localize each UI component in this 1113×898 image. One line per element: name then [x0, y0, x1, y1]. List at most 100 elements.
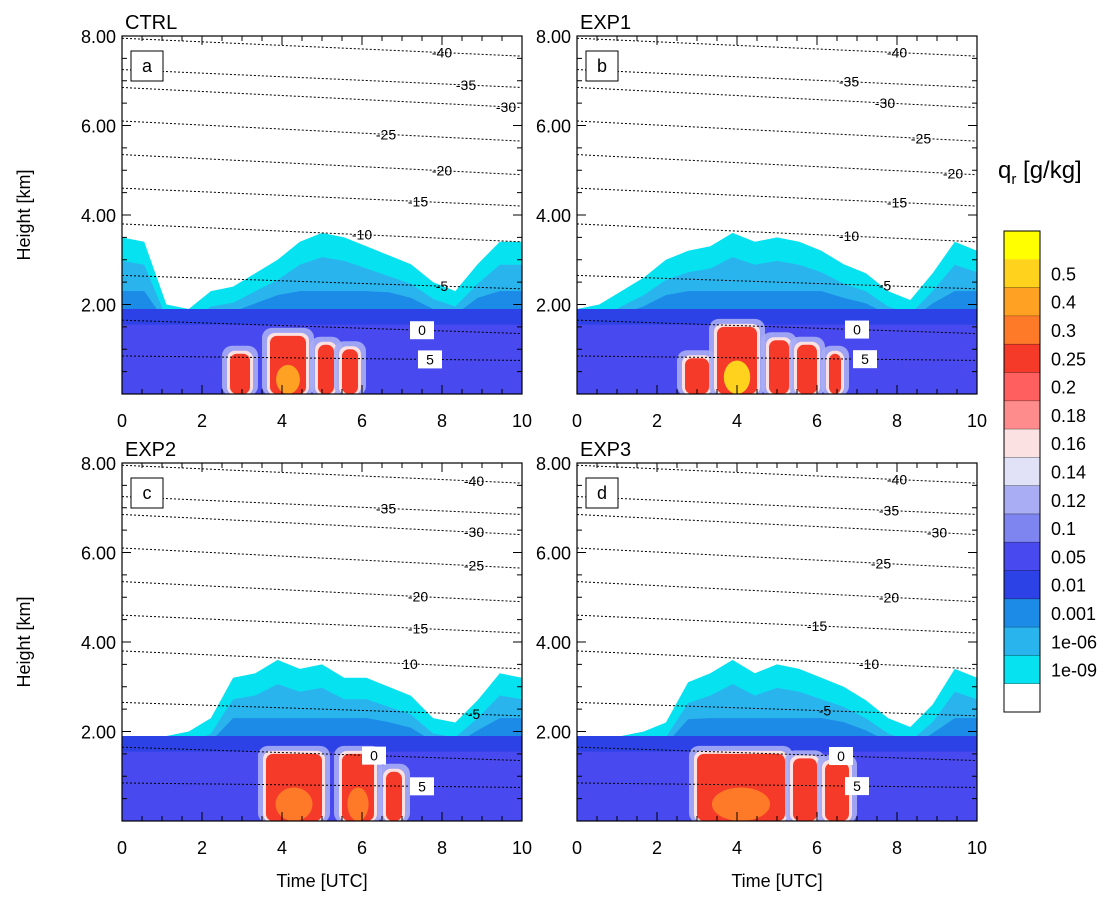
plot-area: -40 -35 -30 -25 -20 -15 -10 -5 05	[577, 37, 977, 394]
rain-core	[793, 758, 817, 821]
isotherm-label: -30	[927, 525, 947, 541]
isotherm-label: -40	[887, 472, 907, 488]
isotherm-label: -30	[875, 95, 895, 111]
x-tick-label: 6	[812, 411, 822, 431]
isotherm-line	[122, 355, 522, 361]
colorbar-label: 0.4	[1051, 293, 1076, 313]
isotherm-label: -5	[468, 706, 481, 722]
colorbar-title-unit: [g/kg]	[1016, 157, 1081, 184]
colorbar-label: 0.14	[1051, 463, 1086, 483]
isotherm-label-bg	[845, 320, 869, 339]
isotherm-label: 5	[418, 778, 426, 794]
isotherm-line	[122, 513, 522, 536]
panel-letter-box	[585, 50, 619, 82]
isotherm-label: -40	[464, 473, 484, 489]
isotherm-line	[577, 581, 977, 603]
colorbar-swatch	[1004, 315, 1040, 345]
x-tick-label: 8	[892, 838, 902, 858]
isotherm-label: 5	[853, 778, 861, 794]
isotherm-label: -25	[911, 130, 931, 146]
isotherm-label: -5	[819, 703, 832, 719]
colorbar-swatch	[1004, 655, 1040, 685]
isotherm-line	[122, 187, 522, 207]
isotherm-line	[122, 746, 522, 762]
isotherm-label: -35	[456, 77, 476, 93]
isotherm-label: -15	[887, 194, 907, 210]
isotherm-line	[577, 120, 977, 142]
isotherm-line	[122, 614, 522, 634]
colorbar-swatch	[1004, 429, 1040, 458]
x-tick-label: 6	[357, 838, 367, 858]
isotherm-line	[122, 650, 522, 670]
colorbar-label: 0.3	[1051, 321, 1076, 341]
isotherm-line	[577, 614, 977, 634]
isotherm-line	[577, 782, 977, 788]
x-tick-label: 0	[117, 411, 127, 431]
isotherm-line	[122, 547, 522, 569]
rain-core	[318, 344, 334, 394]
isotherm-line	[577, 355, 977, 361]
isotherm-line	[122, 223, 522, 243]
isotherm-label: 5	[426, 351, 434, 367]
isotherm-label-bg	[418, 350, 442, 369]
panel-title: EXP3	[580, 439, 631, 461]
isotherm-line	[577, 701, 977, 717]
x-tick-label: 4	[277, 411, 287, 431]
y-tick-label: 4.00	[81, 633, 116, 653]
isotherm-label: 0	[837, 748, 845, 764]
x-tick-label: 10	[967, 411, 987, 431]
x-tick-label: 10	[512, 411, 532, 431]
panel-letter: c	[143, 483, 152, 503]
x-tick-label: 4	[732, 411, 742, 431]
isotherm-label: -10	[859, 656, 879, 672]
isotherm-label-bg	[829, 747, 853, 766]
x-tick-label: 10	[512, 838, 532, 858]
isotherm-line	[577, 319, 977, 335]
x-tick-label: 0	[572, 411, 582, 431]
isotherm-label: -15	[408, 193, 428, 209]
rain-core	[797, 344, 817, 394]
colorbar-swatch	[1004, 259, 1040, 288]
isotherm-line	[577, 513, 977, 536]
isotherm-label: 0	[853, 322, 861, 338]
panel-title: EXP2	[125, 439, 176, 461]
x-tick-label: 8	[437, 838, 447, 858]
y-tick-label: 8.00	[81, 454, 116, 474]
isotherm-label-bg	[410, 777, 434, 796]
y-tick-label: 2.00	[536, 723, 571, 743]
isotherm-label-bg	[410, 321, 434, 340]
rain-core-peak	[347, 787, 369, 821]
isotherm-label: -15	[408, 620, 428, 636]
panel-letter-box	[130, 477, 164, 509]
isotherm-label-bg	[853, 350, 877, 369]
isotherm-label-bg	[362, 746, 386, 765]
rain-core	[386, 771, 402, 821]
panel-c: -40 -35 -30 -25 -20 -15 10 -5 0 5 c EXP2 0 2 4 6 8 10 2.00…	[14, 439, 532, 891]
colorbar-swatch	[1004, 598, 1040, 628]
colorbar-swatch	[1004, 400, 1040, 430]
isotherm-line	[577, 187, 977, 207]
y-tick-label: 6.00	[536, 544, 571, 564]
y-tick-label: 8.00	[81, 27, 116, 47]
colorbar-label: 0.01	[1051, 576, 1086, 596]
x-tick-label: 8	[437, 411, 447, 431]
colorbar-label: 1e-06	[1051, 632, 1097, 652]
isotherm-line	[122, 464, 522, 484]
x-tick-label: 6	[357, 411, 367, 431]
isotherm-label: -25	[871, 555, 891, 571]
colorbar-label: 0.18	[1051, 406, 1086, 426]
colorbar-label: 0.001	[1051, 604, 1096, 624]
colorbar-swatch	[1004, 372, 1040, 402]
colorbar-swatch	[1004, 344, 1040, 373]
y-tick-label: 2.00	[81, 296, 116, 316]
isotherm-label: -40	[432, 45, 452, 61]
isotherm-line	[122, 274, 522, 290]
y-axis-label: Height [km]	[14, 596, 34, 687]
rain-core	[230, 353, 250, 394]
panel-title: EXP1	[580, 12, 631, 34]
rain-core-peak	[275, 787, 313, 821]
y-tick-label: 4.00	[536, 633, 571, 653]
isotherm-label: -20	[432, 163, 452, 179]
